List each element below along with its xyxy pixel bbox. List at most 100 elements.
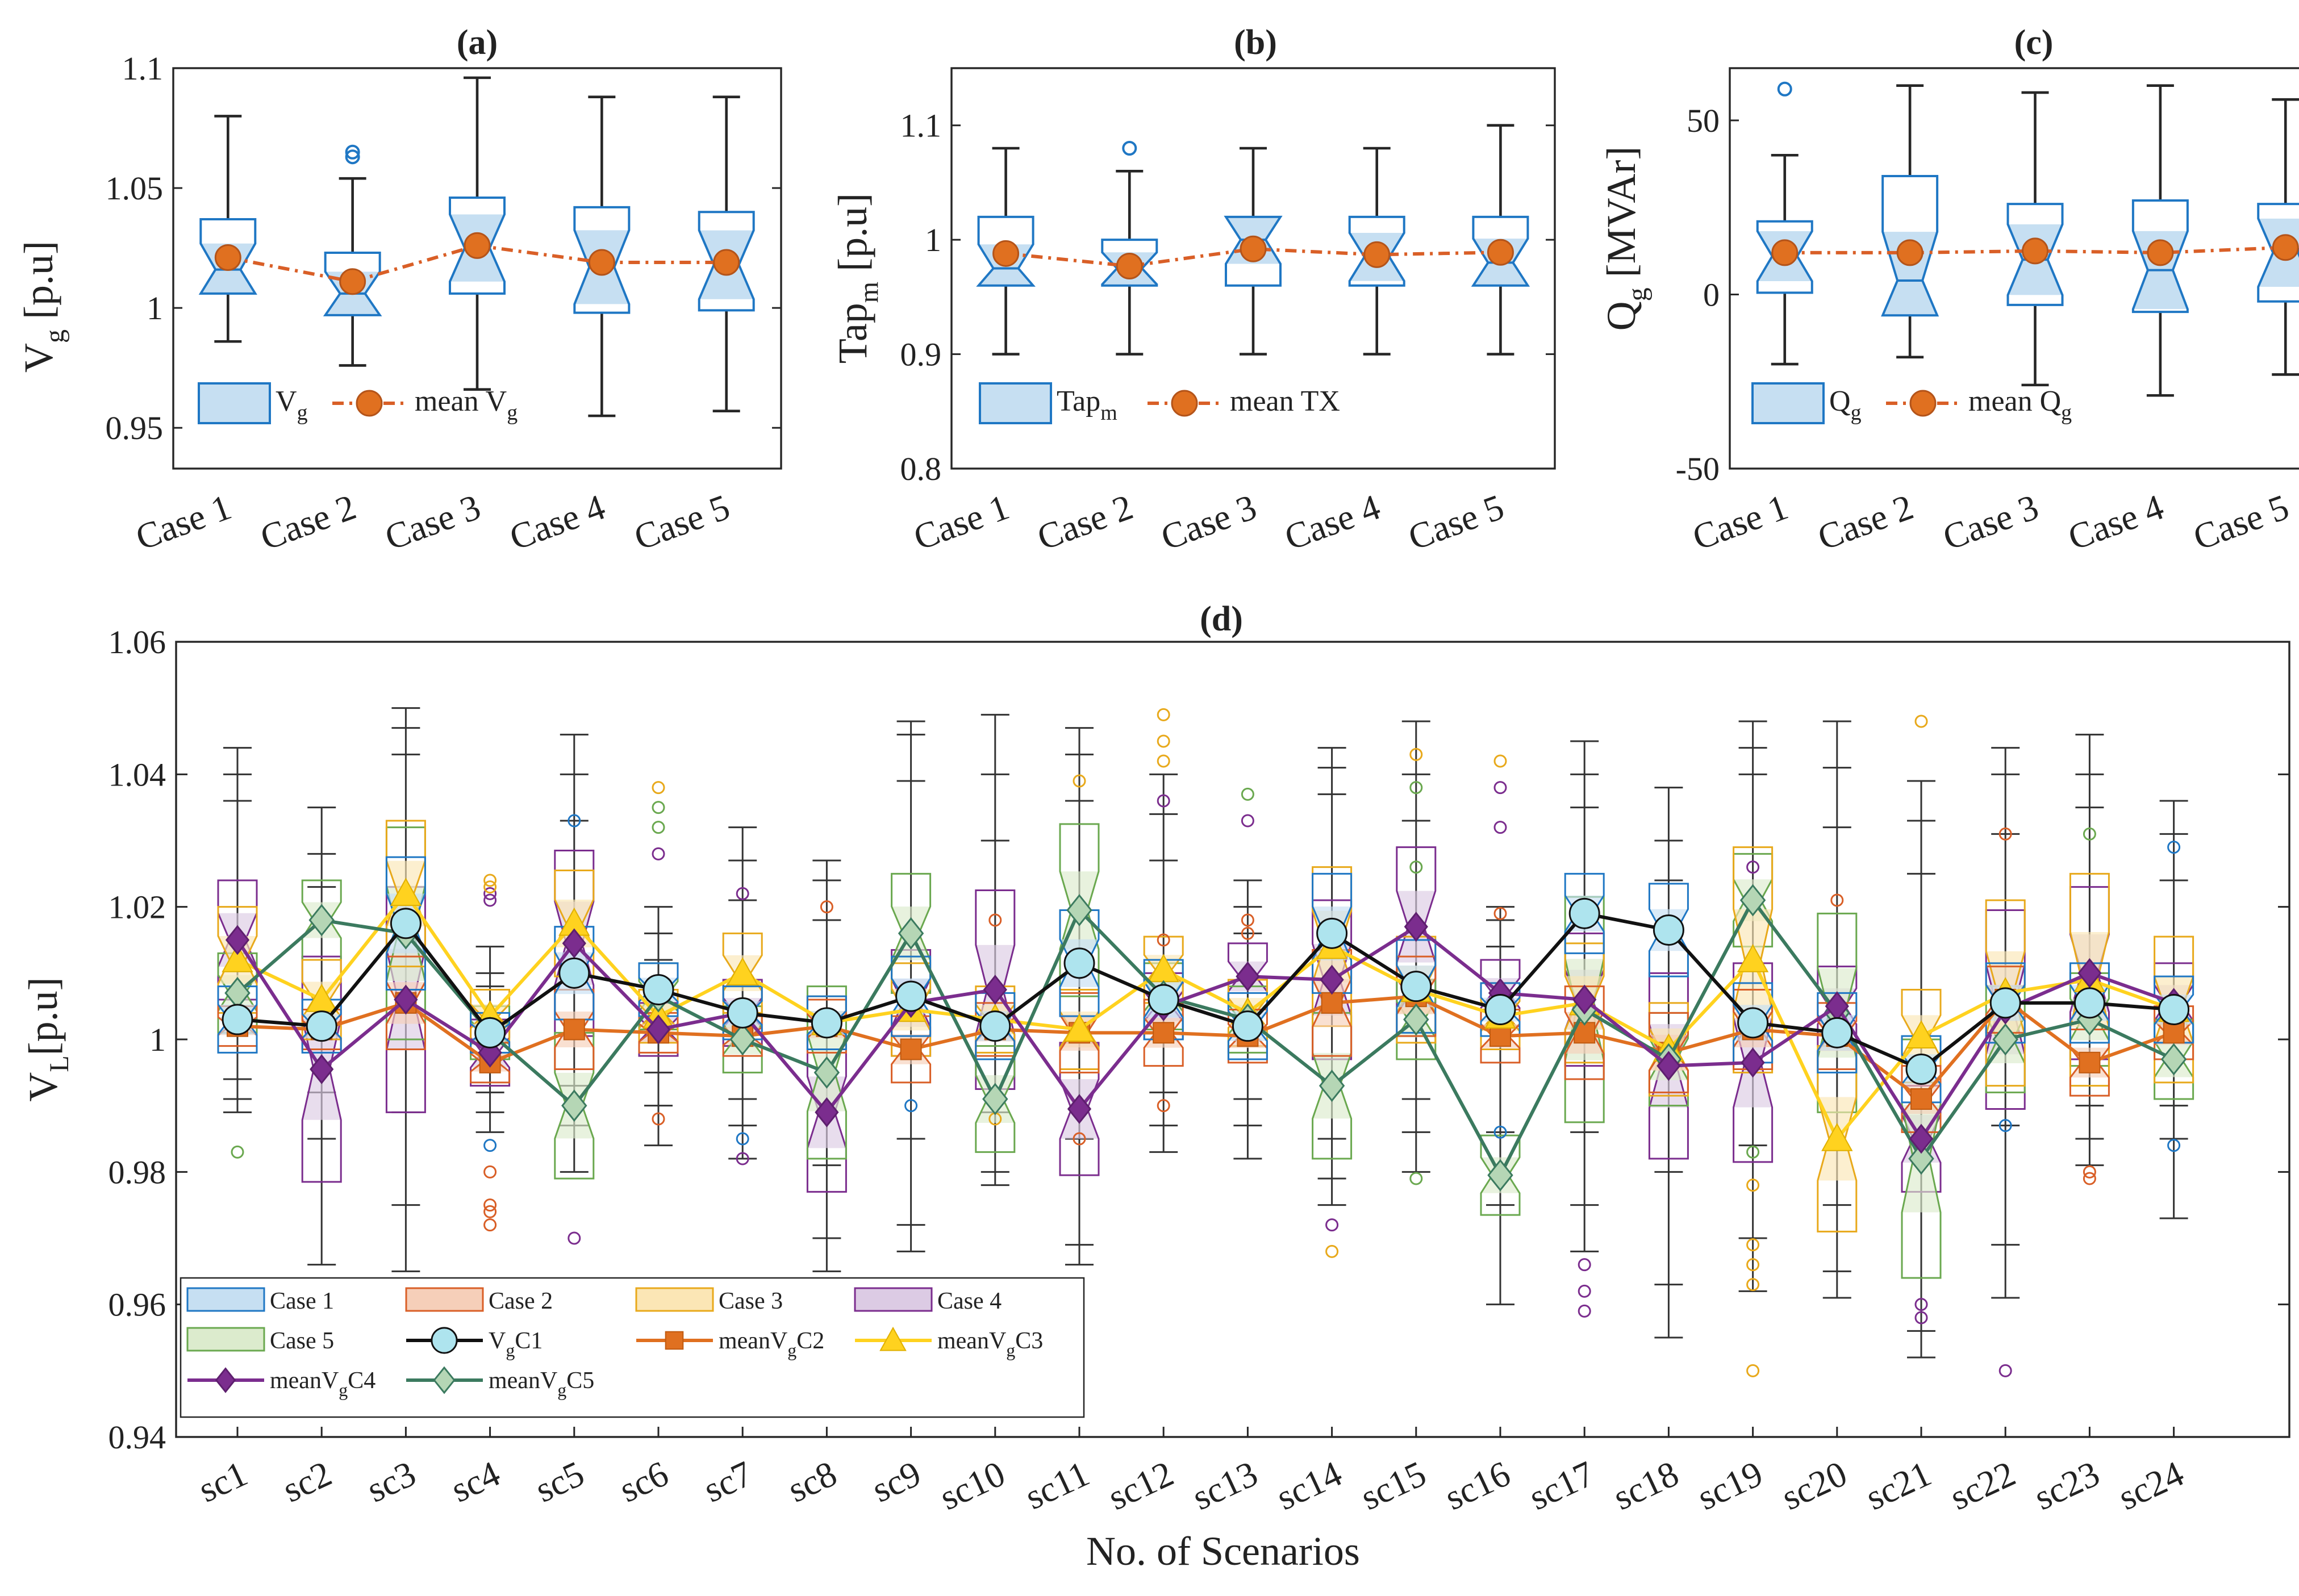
- panel-a-legend-mean-label-main: mean V: [415, 385, 507, 417]
- panel-d-mean-marker-case-4: [562, 928, 586, 959]
- panel-d-outlier-case-3: [1409, 747, 1423, 761]
- panel-d-legend-mean-marker-case-4: [215, 1367, 236, 1393]
- panel-d-mean-marker-case-3: [1063, 1013, 1095, 1042]
- panel-a-box: [323, 252, 382, 316]
- panel-d-outlier-case-3: [1325, 1244, 1339, 1258]
- panel-b-box: [976, 215, 1036, 287]
- panel-c-legend-mean-label-sub: g: [2061, 401, 2072, 425]
- panel-d-mean-marker-case-2: [563, 1018, 585, 1041]
- panel-d-mean-marker-case-1: [1905, 1054, 1937, 1085]
- panel-d-mean-line-case-3: [236, 891, 2175, 1142]
- panel-a-x-label: Case 5: [629, 486, 735, 558]
- panel-d-legend-mean-marker-case-2: [665, 1331, 684, 1350]
- panel-d-legend-swatch-case-5: [186, 1327, 265, 1352]
- panel-d-outlier-case-4: [1578, 1284, 1591, 1298]
- panel-d-outlier-case-4: [1325, 1218, 1339, 1232]
- panel-d-x-label-sc22: sc22: [1944, 1453, 2021, 1518]
- panel-d-x-label-sc5: sc5: [529, 1453, 590, 1510]
- panel-a-legend-box-label-sub: g: [297, 401, 308, 425]
- panel-d-legend-mean-label-main: meanV: [489, 1368, 557, 1394]
- panel-b-legend-box-swatch: [979, 382, 1052, 424]
- panel-d-mean-marker-case-5: [729, 1023, 756, 1056]
- panel-d-mean-marker-case-4: [2077, 958, 2102, 988]
- panel-c-ylabel-main: Q: [1599, 301, 1644, 331]
- panel-d-x-label-sc6: sc6: [614, 1453, 674, 1510]
- panel-d-x-label-sc16: sc16: [1439, 1453, 1516, 1518]
- panel-d-x-label-sc7: sc7: [698, 1453, 758, 1510]
- panel-b-legend-box-label-main: Tap: [1057, 385, 1100, 417]
- panel-a-legend-mean-label-sub: g: [507, 401, 518, 425]
- panel-d-outlier-case-2: [1241, 913, 1254, 927]
- panel-d-box-case-3: [1817, 1045, 1858, 1232]
- panel-d: (d) 0.94 0.96 0.98 1 1.02 1.04 1.06 sc1 sc2 sc3 sc…: [20, 600, 2290, 1574]
- panel-d-legend-mean-label-sub: g: [1006, 1340, 1015, 1360]
- panel-c-legend-box-label-main: Q: [1829, 385, 1851, 417]
- panel-c: (c) -50 0 50 Case 1 Case 2 Case 3 Case 4 Case 5…: [1599, 23, 2299, 558]
- panel-d-mean-marker-case-1: [1989, 987, 2021, 1019]
- panel-d-mean-marker-case-4: [1320, 964, 1344, 995]
- panel-d-mean-marker-case-1: [558, 957, 590, 989]
- panel-d-outlier-case-2: [1073, 1132, 1086, 1146]
- panel-d-mean-marker-case-4: [1404, 912, 1428, 942]
- panel-d-mean-marker-case-2: [1321, 992, 1343, 1014]
- panel-d-mean-marker-case-2: [900, 1038, 922, 1060]
- panel-a-ylabel: Vg [p.u]: [16, 241, 70, 373]
- panel-d-mean-marker-case-1: [306, 1010, 337, 1042]
- panel-d-x-label-sc9: sc9: [866, 1453, 927, 1510]
- panel-b-ytick-label: 0.9: [900, 336, 942, 373]
- panel-d-outlier-case-2: [652, 1112, 665, 1126]
- panel-d-mean-marker-case-5: [1487, 1159, 1513, 1192]
- panel-d-x-label-sc11: sc11: [1019, 1453, 1095, 1517]
- panel-d-mean-line-case-2: [237, 995, 2175, 1102]
- panel-a-mean-marker: [588, 249, 615, 276]
- panel-c-ytick-label: -50: [1676, 450, 1720, 487]
- panel-d-mean-marker-case-1: [811, 1007, 842, 1039]
- panel-d-ytick-label: 0.98: [109, 1154, 166, 1190]
- panel-d-mean-marker-case-2: [1153, 1022, 1175, 1044]
- panel-b-ytick-label: 0.8: [900, 450, 942, 487]
- panel-d-legend-mean-label-suffix: C2: [796, 1328, 824, 1354]
- panel-d-legend-mean-label-sub: g: [339, 1380, 348, 1400]
- panel-d-outlier-case-1: [2167, 841, 2181, 854]
- panel-b-x-label: Case 3: [1155, 486, 1261, 558]
- panel-c-x-label: Case 4: [2063, 486, 2168, 558]
- panel-d-mean-marker-case-5: [1066, 894, 1092, 926]
- panel-d-ytick-label: 0.94: [109, 1419, 166, 1456]
- panel-d-outlier-case-4: [483, 887, 497, 900]
- panel-d-mean-marker-case-2: [1910, 1088, 1932, 1110]
- panel-d-outlier-case-4: [568, 1231, 581, 1245]
- panel-a: (a) 0.95 1 1.05 1.1 Case 1 Case 2 Case 3 Case 4…: [16, 23, 782, 558]
- panel-d-mean-marker-case-4: [310, 1054, 334, 1084]
- panel-d-outlier-case-5: [2083, 827, 2096, 841]
- panel-d-outlier-case-1: [1493, 1125, 1507, 1139]
- panel-d-outlier-case-4: [1746, 860, 1760, 874]
- panel-a-axes-frame: [172, 67, 782, 470]
- panel-b-outlier: [1122, 141, 1137, 156]
- panel-d-x-label-sc10: sc10: [933, 1453, 1011, 1518]
- panel-a-mean-marker: [713, 249, 740, 276]
- panel-d-outlier-case-5: [652, 801, 665, 814]
- panel-d-box-case-4: [975, 889, 1016, 1090]
- panel-d-box-case-2: [2154, 1005, 2194, 1060]
- panel-a-ytick-label: 1.05: [106, 170, 164, 207]
- panel-d-box-case-5: [891, 872, 932, 994]
- panel-b-mean-marker: [992, 240, 1020, 267]
- panel-d-x-label-sc24: sc24: [2112, 1453, 2189, 1518]
- panel-d-outlier-case-3: [1746, 1278, 1760, 1292]
- panel-d-x-label-sc20: sc20: [1775, 1453, 1852, 1518]
- panel-d-mean-marker-case-4: [1572, 984, 1597, 1015]
- panel-b-ylabel-main: Tap: [830, 303, 875, 364]
- panel-d-box-case-5: [975, 1045, 1016, 1153]
- panel-b-mean-marker: [1240, 235, 1267, 262]
- panel-a-x-label: Case 4: [504, 486, 610, 558]
- panel-c-x-label: Case 3: [1938, 486, 2043, 558]
- panel-d-outlier-case-2: [1157, 933, 1170, 947]
- panel-b-box: [1348, 215, 1405, 287]
- panel-d-legend-label-case-4: Case 4: [937, 1288, 1002, 1314]
- panel-c-axes-frame: [1729, 67, 2299, 470]
- panel-d-outlier-case-2: [483, 1205, 497, 1218]
- panel-a-title: (a): [457, 23, 498, 62]
- panel-d-legend-mean-label-case-3: meanVgC3: [937, 1328, 1043, 1360]
- panel-d-mean-marker-case-4: [1067, 1094, 1092, 1124]
- panel-d-legend-mean-label-suffix: C4: [348, 1368, 375, 1394]
